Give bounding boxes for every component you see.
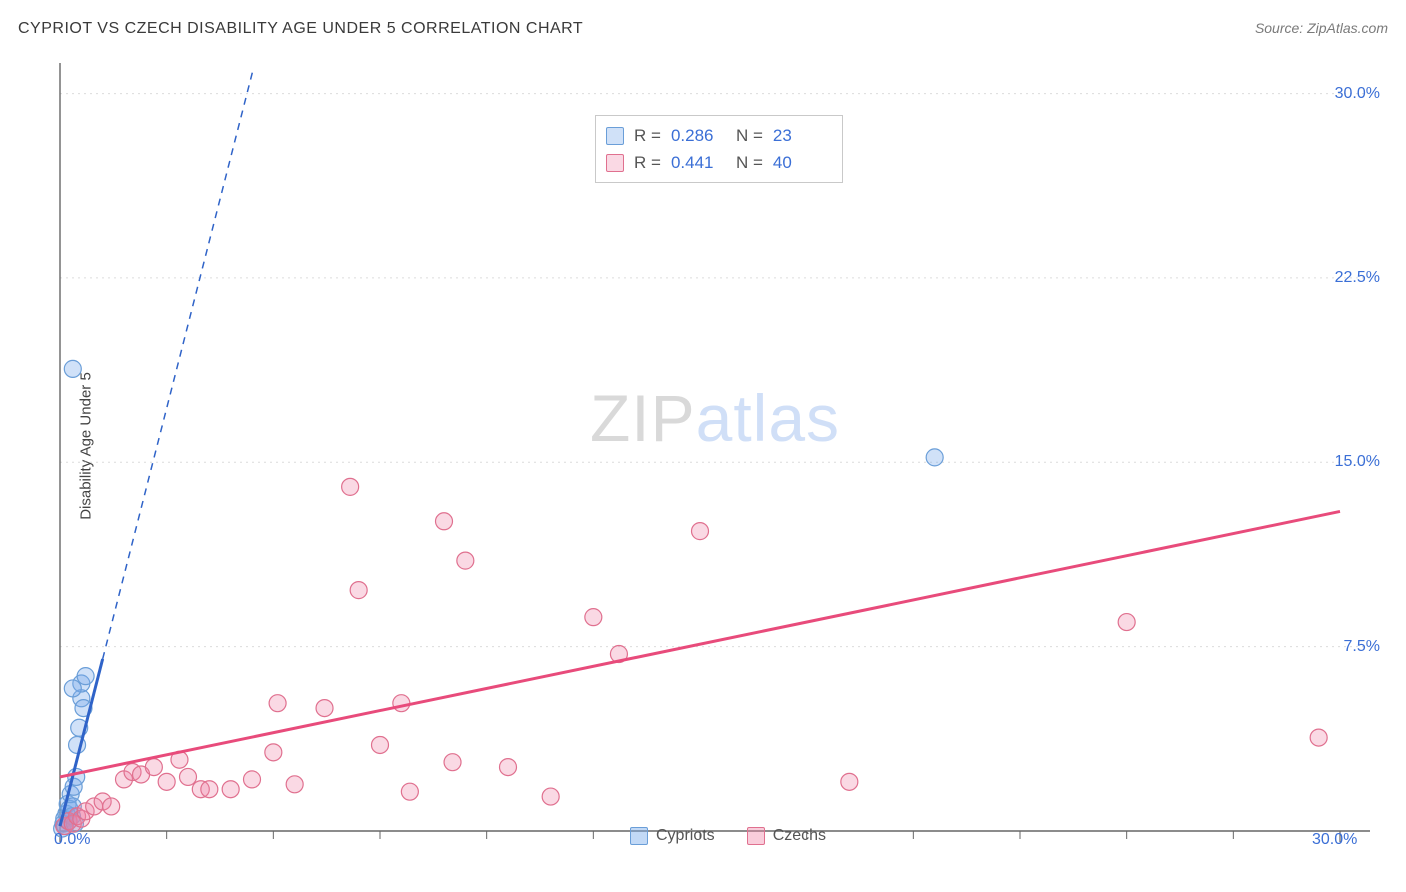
legend: Cypriots Czechs <box>630 827 826 845</box>
x-tick-label: 30.0% <box>1312 831 1357 849</box>
swatch-czechs <box>606 154 624 172</box>
r-label: R = <box>634 149 661 176</box>
correlation-stats-box: R = 0.286 N = 23 R = 0.441 N = 40 <box>595 115 843 183</box>
n-value-cypriots: 23 <box>773 122 828 149</box>
x-tick-label: 0.0% <box>54 831 90 849</box>
r-value-cypriots: 0.286 <box>671 122 726 149</box>
n-label: N = <box>736 149 763 176</box>
legend-label: Cypriots <box>656 827 715 845</box>
stats-row-cypriots: R = 0.286 N = 23 <box>606 122 828 149</box>
chart-area: ZIPatlas 7.5%15.0%22.5%30.0% 0.0%30.0% R… <box>50 55 1380 845</box>
y-tick-label: 7.5% <box>1344 638 1380 656</box>
n-value-czechs: 40 <box>773 149 828 176</box>
legend-label: Czechs <box>773 827 826 845</box>
y-tick-label: 15.0% <box>1335 453 1380 471</box>
legend-item-cypriots: Cypriots <box>630 827 715 845</box>
n-label: N = <box>736 122 763 149</box>
y-tick-label: 22.5% <box>1335 269 1380 287</box>
swatch-cypriots <box>606 127 624 145</box>
legend-item-czechs: Czechs <box>747 827 826 845</box>
legend-swatch-cypriots <box>630 827 648 845</box>
source-attribution: Source: ZipAtlas.com <box>1255 20 1388 36</box>
y-tick-label: 30.0% <box>1335 85 1380 103</box>
chart-title: CYPRIOT VS CZECH DISABILITY AGE UNDER 5 … <box>18 20 583 38</box>
r-value-czechs: 0.441 <box>671 149 726 176</box>
r-label: R = <box>634 122 661 149</box>
stats-row-czechs: R = 0.441 N = 40 <box>606 149 828 176</box>
legend-swatch-czechs <box>747 827 765 845</box>
